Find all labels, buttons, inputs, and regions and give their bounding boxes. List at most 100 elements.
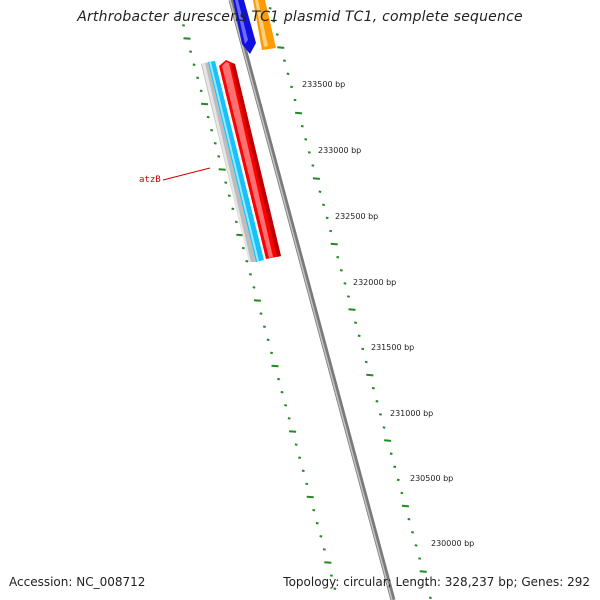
inner-major-tick — [236, 233, 244, 237]
outer-minor-tick — [389, 452, 393, 455]
inner-major-tick — [253, 299, 261, 302]
outer-major-tick — [312, 177, 320, 180]
inner-minor-tick — [227, 194, 231, 197]
outer-minor-tick — [418, 557, 422, 560]
inner-minor-tick — [294, 443, 298, 446]
inner-minor-tick — [217, 155, 221, 158]
inner-minor-tick — [210, 128, 214, 132]
inner-minor-tick — [301, 469, 305, 473]
inner-minor-tick — [199, 89, 203, 93]
cds-blue-highlight — [235, 0, 248, 44]
outer-minor-tick — [300, 124, 304, 128]
inner-minor-tick — [305, 482, 309, 486]
inner-minor-tick — [315, 521, 319, 525]
inner-minor-tick — [182, 24, 186, 27]
outer-minor-tick — [396, 478, 400, 482]
outer-major-tick — [348, 308, 356, 311]
outer-minor-tick — [275, 33, 279, 36]
inner-minor-tick — [312, 508, 316, 512]
inner-minor-tick — [298, 456, 302, 459]
outer-minor-tick — [307, 151, 311, 154]
inner-minor-tick — [241, 246, 245, 250]
outer-minor-tick — [378, 413, 382, 416]
inner-minor-tick — [284, 404, 288, 407]
outer-minor-tick — [393, 465, 397, 469]
inner-minor-tick — [319, 535, 323, 538]
outer-minor-tick — [407, 517, 411, 521]
backbone-ring-highlight — [229, 0, 393, 600]
outer-minor-tick — [339, 269, 343, 272]
outer-minor-tick — [325, 216, 329, 220]
inner-minor-tick — [245, 259, 249, 263]
accession-label: Accession: NC_008712 — [9, 575, 146, 589]
outer-minor-tick — [400, 491, 404, 495]
outer-minor-tick — [411, 531, 415, 534]
outer-minor-tick — [272, 20, 276, 23]
inner-scale-ticks — [178, 11, 337, 590]
outer-minor-tick — [268, 7, 272, 10]
inner-minor-tick — [266, 338, 270, 342]
inner-minor-tick — [252, 286, 256, 289]
inner-minor-tick — [231, 207, 235, 211]
inner-minor-tick — [192, 63, 196, 66]
inner-minor-tick — [213, 142, 217, 145]
inner-minor-tick — [178, 11, 182, 14]
outer-minor-tick — [293, 98, 297, 102]
outer-minor-tick — [375, 400, 379, 403]
outer-minor-tick — [357, 334, 361, 338]
outer-minor-tick — [361, 347, 365, 351]
inner-minor-tick — [248, 273, 252, 276]
cds-red-atzB-highlight — [222, 62, 273, 258]
outer-scale-ticks — [268, 7, 432, 600]
inner-minor-tick — [234, 220, 238, 224]
inner-minor-tick — [333, 587, 337, 590]
outer-minor-tick — [425, 583, 429, 586]
inner-minor-tick — [270, 351, 274, 355]
cds-red-atzB-shadow — [231, 63, 281, 257]
inner-major-tick — [289, 430, 297, 433]
outer-minor-tick — [304, 138, 308, 141]
outer-major-tick — [277, 46, 285, 49]
tick-label-231500: 231500 bp — [371, 343, 414, 352]
inner-minor-tick — [277, 377, 281, 381]
gene-label-atzB: atzB — [139, 175, 161, 185]
tick-label-231000: 231000 bp — [390, 409, 433, 418]
outer-minor-tick — [414, 544, 418, 547]
inner-major-tick — [218, 168, 226, 171]
inner-minor-tick — [259, 312, 263, 315]
outer-minor-tick — [346, 295, 350, 298]
cds-orange-highlight — [255, 0, 268, 47]
outer-minor-tick — [382, 426, 386, 429]
outer-minor-tick — [286, 72, 290, 76]
outer-major-tick — [366, 373, 374, 377]
tick-label-233500: 233500 bp — [302, 80, 345, 89]
inner-minor-tick — [224, 181, 228, 184]
inner-major-tick — [306, 495, 314, 499]
inner-minor-tick — [322, 548, 326, 551]
outer-minor-tick — [290, 85, 294, 89]
scale-labels: 233500 bp 233000 bp 232500 bp 232000 bp … — [302, 80, 474, 548]
inner-minor-tick — [196, 76, 200, 80]
outer-major-tick — [401, 504, 409, 508]
topology-summary: Topology: circular; Length: 328,237 bp; … — [283, 575, 590, 589]
inner-minor-tick — [329, 574, 333, 577]
outer-major-tick — [384, 439, 392, 442]
outer-major-tick — [419, 570, 427, 573]
inner-minor-tick — [189, 50, 193, 53]
inner-minor-tick — [206, 115, 210, 119]
inner-minor-tick — [287, 417, 291, 420]
outer-major-tick — [330, 242, 338, 246]
outer-minor-tick — [364, 360, 368, 364]
tick-label-232500: 232500 bp — [335, 212, 378, 221]
outer-minor-tick — [343, 282, 347, 285]
gene-label-pointer — [162, 167, 211, 181]
outer-minor-tick — [318, 190, 322, 193]
outer-minor-tick — [322, 203, 326, 207]
outer-minor-tick — [329, 229, 333, 233]
outer-minor-tick — [371, 386, 375, 390]
inner-major-tick — [271, 364, 279, 368]
backbone-ring — [228, 0, 396, 600]
inner-major-tick — [183, 37, 191, 40]
outer-major-tick — [295, 111, 303, 115]
